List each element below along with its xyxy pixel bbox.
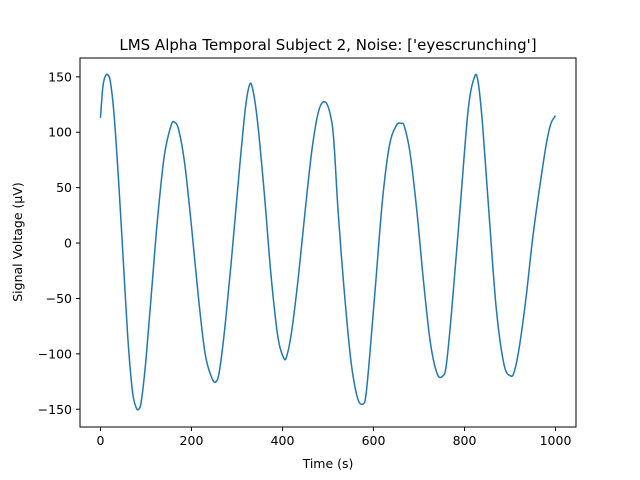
plot-area-frame (79, 57, 577, 428)
y-tick-label: −100 (38, 346, 72, 361)
y-tick-label: 0 (64, 236, 72, 251)
y-tick-label: 150 (48, 69, 72, 84)
x-tick-label: 200 (180, 433, 204, 448)
y-axis-label: Signal Voltage (μV) (10, 182, 25, 302)
tick-layer: 0 200 400 600 800 1000 −150 −100 −50 0 50 100 150 (38, 69, 572, 448)
x-axis-label: Time (s) (302, 456, 354, 471)
x-tick-label: 800 (453, 433, 477, 448)
y-tick-label: 100 (48, 125, 72, 140)
x-tick-label: 1000 (540, 433, 572, 448)
x-tick-label: 0 (97, 433, 105, 448)
x-tick-label: 600 (362, 433, 386, 448)
y-tick-label: −50 (46, 291, 72, 306)
y-tick-label: −150 (38, 402, 72, 417)
x-tick-label: 400 (271, 433, 295, 448)
chart-title: LMS Alpha Temporal Subject 2, Noise: ['e… (119, 36, 536, 54)
y-tick-label: 50 (56, 180, 72, 195)
series-line-signal (99, 73, 557, 411)
